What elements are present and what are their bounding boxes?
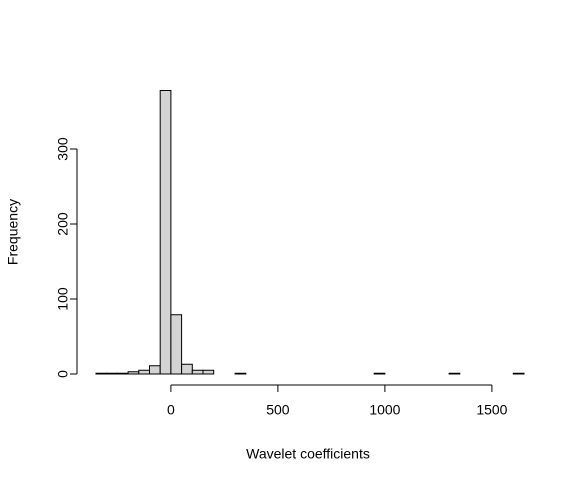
x-tick-label: 0 bbox=[167, 402, 175, 418]
x-tick-label: 500 bbox=[266, 402, 290, 418]
x-axis-label: Wavelet coefficients bbox=[246, 446, 370, 462]
bar bbox=[512, 372, 525, 375]
bar bbox=[159, 90, 172, 375]
y-tick-label: 300 bbox=[55, 137, 71, 161]
bar bbox=[106, 372, 118, 375]
y-tick-label: 0 bbox=[55, 370, 71, 378]
bar bbox=[95, 372, 108, 375]
x-tick-label: 1000 bbox=[369, 402, 400, 418]
bar bbox=[181, 363, 193, 375]
bar bbox=[149, 365, 161, 375]
bar bbox=[191, 369, 204, 375]
bar bbox=[202, 369, 215, 375]
y-tick-label: 100 bbox=[55, 287, 71, 311]
bar bbox=[170, 314, 183, 375]
bar bbox=[448, 372, 461, 375]
bar bbox=[234, 372, 247, 375]
bar bbox=[373, 372, 386, 375]
y-axis-label: Frequency bbox=[5, 199, 21, 265]
bar bbox=[138, 369, 151, 375]
bar bbox=[127, 371, 140, 375]
x-tick-label: 1500 bbox=[476, 402, 507, 418]
bar bbox=[116, 372, 129, 375]
y-tick-label: 200 bbox=[55, 212, 71, 236]
